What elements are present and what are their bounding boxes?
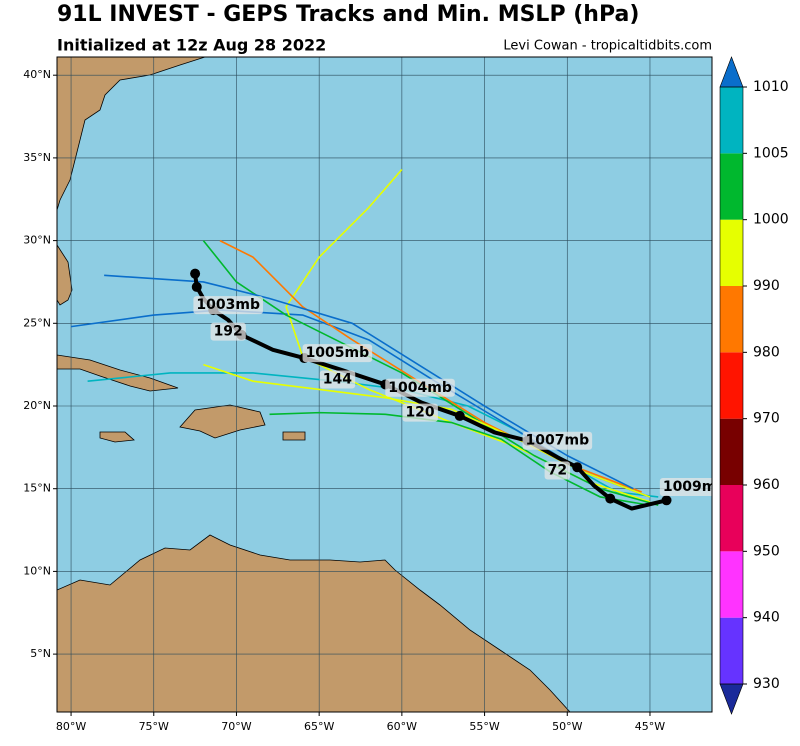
y-tick-label: 25°N [23,316,51,329]
track-label: 1003mb [196,297,260,313]
colorbar-under [719,683,744,715]
x-tick-label: 50°W [552,720,582,733]
track-label: 1005mb [306,345,370,361]
y-tick-label: 30°N [23,234,51,247]
track-label: 1004mb [388,380,452,396]
track-label: 144 [323,372,352,388]
florida [57,244,73,306]
colorbar-band [720,219,743,286]
member-track [202,240,659,507]
y-tick-label: 20°N [23,399,51,412]
tracks: 1009mb 1007mb 72 1004mb 120 1005mb 144 1003mb 19… [70,168,727,511]
x-tick-label: 55°W [469,720,499,733]
label-box [522,431,593,450]
label-box [659,478,712,497]
colorbar-band [720,418,743,485]
label-box [302,344,373,363]
subtitle: Initialized at 12z Aug 28 2022 [57,36,326,55]
label-box [319,370,356,389]
x-tick-label: 60°W [387,720,417,733]
x-tick-label: 70°W [221,720,251,733]
colorbar-over [719,56,744,88]
y-tick-label: 10°N [23,564,51,577]
colorbar-tick-label: 970 [753,411,780,427]
label-box [193,296,263,315]
colorbar-tick-label: 960 [753,477,780,493]
colorbar-band [720,551,743,618]
y-tick-label: 35°N [23,151,51,164]
colorbar-tick-label: 980 [753,344,780,360]
mean-track-point [661,495,672,506]
colorbar-tick-label: 1005 [753,145,789,161]
credit: Levi Cowan - tropicaltidbits.com [503,39,712,54]
colorbar-band [720,617,743,684]
label-box [210,322,246,341]
north-america [57,57,206,211]
label-box [544,461,571,480]
mean-track-point [605,493,616,504]
label-box [385,378,455,397]
hispaniola [179,404,266,439]
colorbar-tick-label: 1010 [753,79,789,95]
x-tick-label: 80°W [56,720,86,733]
jamaica [99,431,135,443]
map-frame [56,56,713,713]
colorbar-tick-label: 940 [753,610,780,626]
colorbar-band [720,87,743,154]
land [57,57,571,712]
y-tick-label: 5°N [30,647,51,660]
label-box [402,403,438,422]
title: 91L INVEST - GEPS Tracks and Min. MSLP (… [57,2,639,27]
colorbar-frame [719,86,744,685]
colorbar-tick-label: 950 [753,543,780,559]
y-tick-label: 40°N [23,68,51,81]
colorbar-tick-label: 930 [753,676,780,692]
track-label: 1007mb [526,433,590,449]
colorbar-band [720,352,743,419]
colorbar-tick-label: 1000 [753,212,789,228]
colorbar-tick-label: 990 [753,278,780,294]
track-label: 192 [214,324,243,340]
colorbar-band [720,485,743,552]
x-tick-label: 45°W [635,720,665,733]
mean-track-point [190,268,201,279]
y-tick-label: 15°N [23,482,51,495]
track-label: 120 [405,405,434,421]
track-label: 1009mb [663,479,727,495]
x-tick-label: 65°W [304,720,334,733]
puerto-rico [282,431,306,441]
member-track [87,372,659,498]
mean-track-point [191,281,202,292]
member-track [269,411,651,507]
colorbar-band [720,153,743,220]
south-america [57,534,571,712]
track-label: 72 [548,463,567,479]
mean-track-point [454,410,465,421]
mean-track-point [572,462,583,473]
cuba [57,354,179,392]
x-tick-label: 75°W [139,720,169,733]
colorbar-band [720,286,743,353]
